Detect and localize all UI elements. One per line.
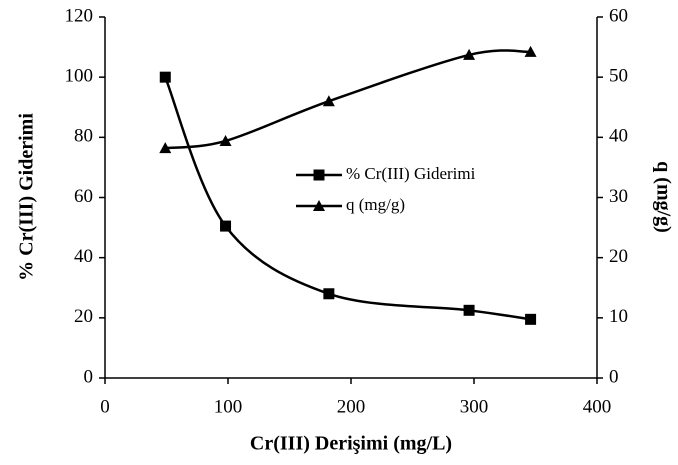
marker-square: [463, 304, 475, 316]
y2-tick-label: 60: [609, 5, 628, 26]
y-tick-label: 0: [84, 366, 94, 387]
x-tick-label: 400: [583, 396, 612, 417]
y2-tick-label: 40: [609, 126, 628, 147]
y2-tick-label: 0: [609, 366, 619, 387]
marker-square: [159, 71, 171, 83]
y-tick-label: 40: [74, 246, 93, 267]
series-line: [165, 49, 531, 150]
y-axis-title: % Cr(III) Giderimi: [16, 113, 38, 281]
x-tick-label: 300: [460, 396, 489, 417]
legend-text: % Cr(III) Giderimi: [346, 164, 476, 183]
marker-square: [323, 288, 335, 300]
y2-tick-label: 10: [609, 306, 628, 327]
marker-square: [220, 220, 232, 232]
y-tick-label: 60: [74, 186, 93, 207]
x-tick-label: 100: [214, 396, 243, 417]
y-tick-label: 120: [65, 5, 94, 26]
y-tick-label: 100: [65, 66, 94, 87]
x-axis-title: Cr(III) Derişimi (mg/L): [250, 433, 452, 455]
marker-square: [525, 313, 537, 325]
legend-text: q (mg/g): [346, 195, 405, 214]
x-tick-label: 200: [337, 396, 366, 417]
y-tick-label: 80: [74, 126, 93, 147]
x-tick-label: 0: [100, 396, 110, 417]
legend-marker: [313, 169, 325, 181]
marker-triangle: [463, 48, 476, 60]
legend-marker: [313, 200, 325, 211]
y-tick-label: 20: [74, 306, 93, 327]
y2-tick-label: 30: [609, 186, 628, 207]
y2-tick-label: 50: [609, 66, 628, 87]
marker-triangle: [159, 142, 172, 154]
marker-triangle: [322, 95, 335, 107]
marker-triangle: [219, 134, 232, 146]
marker-triangle: [524, 45, 537, 57]
y2-axis-title: q (mg/g): [652, 161, 674, 233]
y2-tick-label: 20: [609, 246, 628, 267]
